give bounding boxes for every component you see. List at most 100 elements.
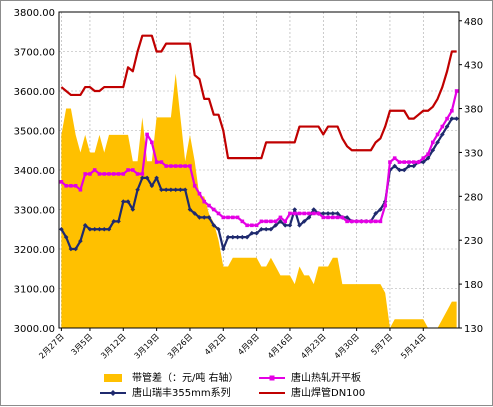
data-point <box>283 219 287 224</box>
data-point <box>126 168 130 172</box>
data-point <box>344 215 350 220</box>
data-point <box>173 164 178 168</box>
data-point <box>68 246 74 252</box>
data-point <box>378 207 383 212</box>
data-point <box>178 187 183 193</box>
data-point <box>445 116 449 121</box>
series-area-spread <box>59 73 457 328</box>
y-tick-label-right: 280 <box>464 192 483 203</box>
data-point <box>282 223 288 228</box>
plot-border <box>58 11 460 329</box>
data-point <box>268 226 274 232</box>
data-point <box>430 147 436 153</box>
data-point <box>397 160 402 164</box>
y-tick-label-left: 3300.00 <box>14 206 55 217</box>
data-point <box>63 234 69 240</box>
data-point <box>240 219 245 224</box>
x-tick-label: 2月27日 <box>37 332 65 360</box>
data-point <box>373 219 378 224</box>
data-point <box>125 199 131 204</box>
legend-item: 唐山焊管DN100 <box>259 386 365 399</box>
data-point <box>364 219 368 224</box>
y-tick-label-left: 3500.00 <box>14 127 55 138</box>
data-point <box>297 223 302 228</box>
data-point <box>416 160 421 164</box>
data-point <box>192 184 197 188</box>
data-point <box>373 211 378 216</box>
x-tick-label: 4月2日 <box>203 332 228 357</box>
data-point <box>182 187 188 193</box>
data-point <box>169 164 173 168</box>
data-point <box>168 187 174 193</box>
data-point <box>345 219 349 224</box>
data-point <box>202 199 207 204</box>
data-point <box>221 215 226 220</box>
data-point <box>250 223 254 228</box>
legend-marker <box>269 375 275 381</box>
data-point <box>450 108 454 113</box>
data-point <box>92 168 97 172</box>
data-point <box>107 172 111 176</box>
data-point <box>449 116 455 121</box>
data-point <box>263 226 269 232</box>
data-point <box>183 164 187 168</box>
series-line-path <box>60 34 457 160</box>
data-point <box>83 172 87 176</box>
data-point <box>292 211 297 216</box>
data-point <box>131 168 135 172</box>
x-tick-label: 3月19日 <box>133 332 161 360</box>
data-point <box>273 223 278 228</box>
data-point <box>378 219 383 224</box>
data-point <box>92 226 98 232</box>
data-point <box>235 215 240 220</box>
data-point <box>231 215 235 220</box>
data-point <box>73 184 78 188</box>
series-line-3 <box>60 34 457 160</box>
data-point <box>78 238 83 244</box>
data-point <box>306 215 312 220</box>
data-point <box>301 219 307 224</box>
data-point <box>97 172 102 176</box>
data-point <box>101 226 107 232</box>
data-point <box>411 160 416 164</box>
data-point <box>392 156 397 160</box>
data-point <box>431 140 435 145</box>
data-point <box>259 226 264 232</box>
data-point <box>435 140 440 145</box>
data-point <box>311 207 317 212</box>
y-axis-right: 130 180 230 280 330 380 430 480 <box>459 17 483 335</box>
data-point <box>140 172 145 176</box>
data-point <box>254 230 259 236</box>
data-point <box>240 234 245 240</box>
legend-swatch <box>104 374 122 382</box>
data-point <box>206 215 212 220</box>
data-point <box>226 215 230 220</box>
data-point <box>420 159 426 165</box>
data-point <box>159 160 164 164</box>
data-point <box>225 234 231 240</box>
x-tick-label: 3月26日 <box>166 332 194 360</box>
y-tick-label-left: 3100.00 <box>14 285 55 296</box>
data-point <box>197 215 202 220</box>
data-point <box>397 167 402 173</box>
data-point <box>350 219 354 224</box>
y-tick-label-left: 3200.00 <box>14 245 55 256</box>
data-point <box>145 132 149 137</box>
data-point <box>211 223 217 228</box>
y-tick-label-left: 3000.00 <box>14 324 55 335</box>
data-point <box>287 223 293 228</box>
data-point <box>264 219 268 224</box>
legend-label: 唐山热轧开平板 <box>291 371 361 384</box>
legend-label: 唐山焊管DN100 <box>291 386 365 399</box>
data-point <box>307 211 311 216</box>
data-point <box>120 199 126 204</box>
data-point <box>335 215 340 220</box>
y-tick-label-right: 230 <box>464 236 483 247</box>
data-point <box>230 234 236 240</box>
area-layer <box>59 73 457 328</box>
data-point <box>192 211 198 216</box>
y-tick-label-left: 3700.00 <box>14 48 55 59</box>
data-point <box>59 226 64 232</box>
data-point <box>354 219 359 224</box>
